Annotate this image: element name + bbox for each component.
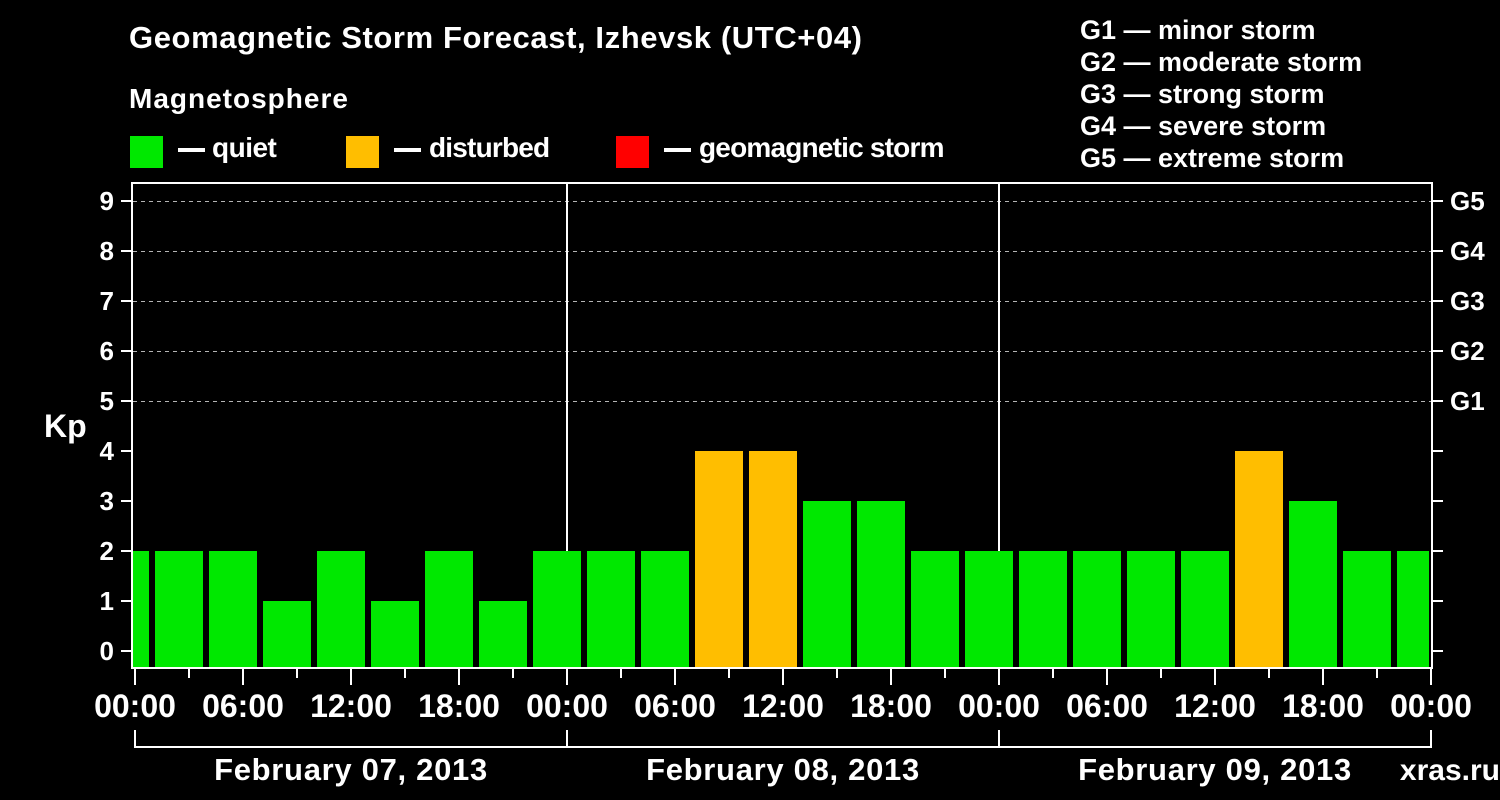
svg-text:4: 4	[100, 436, 115, 466]
svg-text:G1 — minor storm: G1 — minor storm	[1080, 15, 1316, 45]
svg-text:G3: G3	[1450, 286, 1485, 316]
svg-text:Kp: Kp	[44, 408, 87, 444]
svg-text:G4: G4	[1450, 236, 1485, 266]
svg-text:G5: G5	[1450, 186, 1485, 216]
svg-text:00:00: 00:00	[526, 688, 608, 724]
svg-text:18:00: 18:00	[1282, 688, 1364, 724]
svg-text:06:00: 06:00	[634, 688, 716, 724]
svg-text:G4 — severe storm: G4 — severe storm	[1080, 111, 1326, 141]
svg-text:February 08, 2013: February 08, 2013	[646, 752, 920, 787]
svg-text:0: 0	[100, 636, 114, 666]
svg-text:2: 2	[100, 536, 114, 566]
svg-text:7: 7	[100, 286, 114, 316]
svg-text:18:00: 18:00	[418, 688, 500, 724]
svg-text:12:00: 12:00	[742, 688, 824, 724]
svg-text:xras.ru: xras.ru	[1400, 754, 1500, 787]
svg-text:Geomagnetic Storm Forecast, Iz: Geomagnetic Storm Forecast, Izhevsk (UTC…	[129, 20, 863, 55]
svg-text:6: 6	[100, 336, 114, 366]
svg-text:Magnetosphere: Magnetosphere	[129, 83, 349, 114]
svg-text:G2 — moderate storm: G2 — moderate storm	[1080, 47, 1362, 77]
svg-text:February 07, 2013: February 07, 2013	[214, 752, 488, 787]
svg-text:G1: G1	[1450, 386, 1485, 416]
svg-text:18:00: 18:00	[850, 688, 932, 724]
svg-text:geomagnetic storm: geomagnetic storm	[699, 132, 944, 163]
svg-text:12:00: 12:00	[310, 688, 392, 724]
svg-text:G2: G2	[1450, 336, 1485, 366]
svg-text:00:00: 00:00	[958, 688, 1040, 724]
svg-text:February 09, 2013: February 09, 2013	[1078, 752, 1352, 787]
svg-text:8: 8	[100, 236, 114, 266]
svg-text:06:00: 06:00	[1066, 688, 1148, 724]
svg-text:5: 5	[100, 386, 114, 416]
svg-text:quiet: quiet	[212, 132, 277, 163]
svg-text:3: 3	[100, 486, 114, 516]
svg-text:12:00: 12:00	[1174, 688, 1256, 724]
svg-text:00:00: 00:00	[1390, 688, 1472, 724]
svg-text:G3 — strong storm: G3 — strong storm	[1080, 79, 1325, 109]
svg-text:9: 9	[100, 186, 114, 216]
svg-text:00:00: 00:00	[94, 688, 176, 724]
svg-text:G5 — extreme storm: G5 — extreme storm	[1080, 143, 1344, 173]
svg-text:disturbed: disturbed	[429, 132, 549, 163]
svg-text:1: 1	[100, 586, 114, 616]
svg-text:06:00: 06:00	[202, 688, 284, 724]
